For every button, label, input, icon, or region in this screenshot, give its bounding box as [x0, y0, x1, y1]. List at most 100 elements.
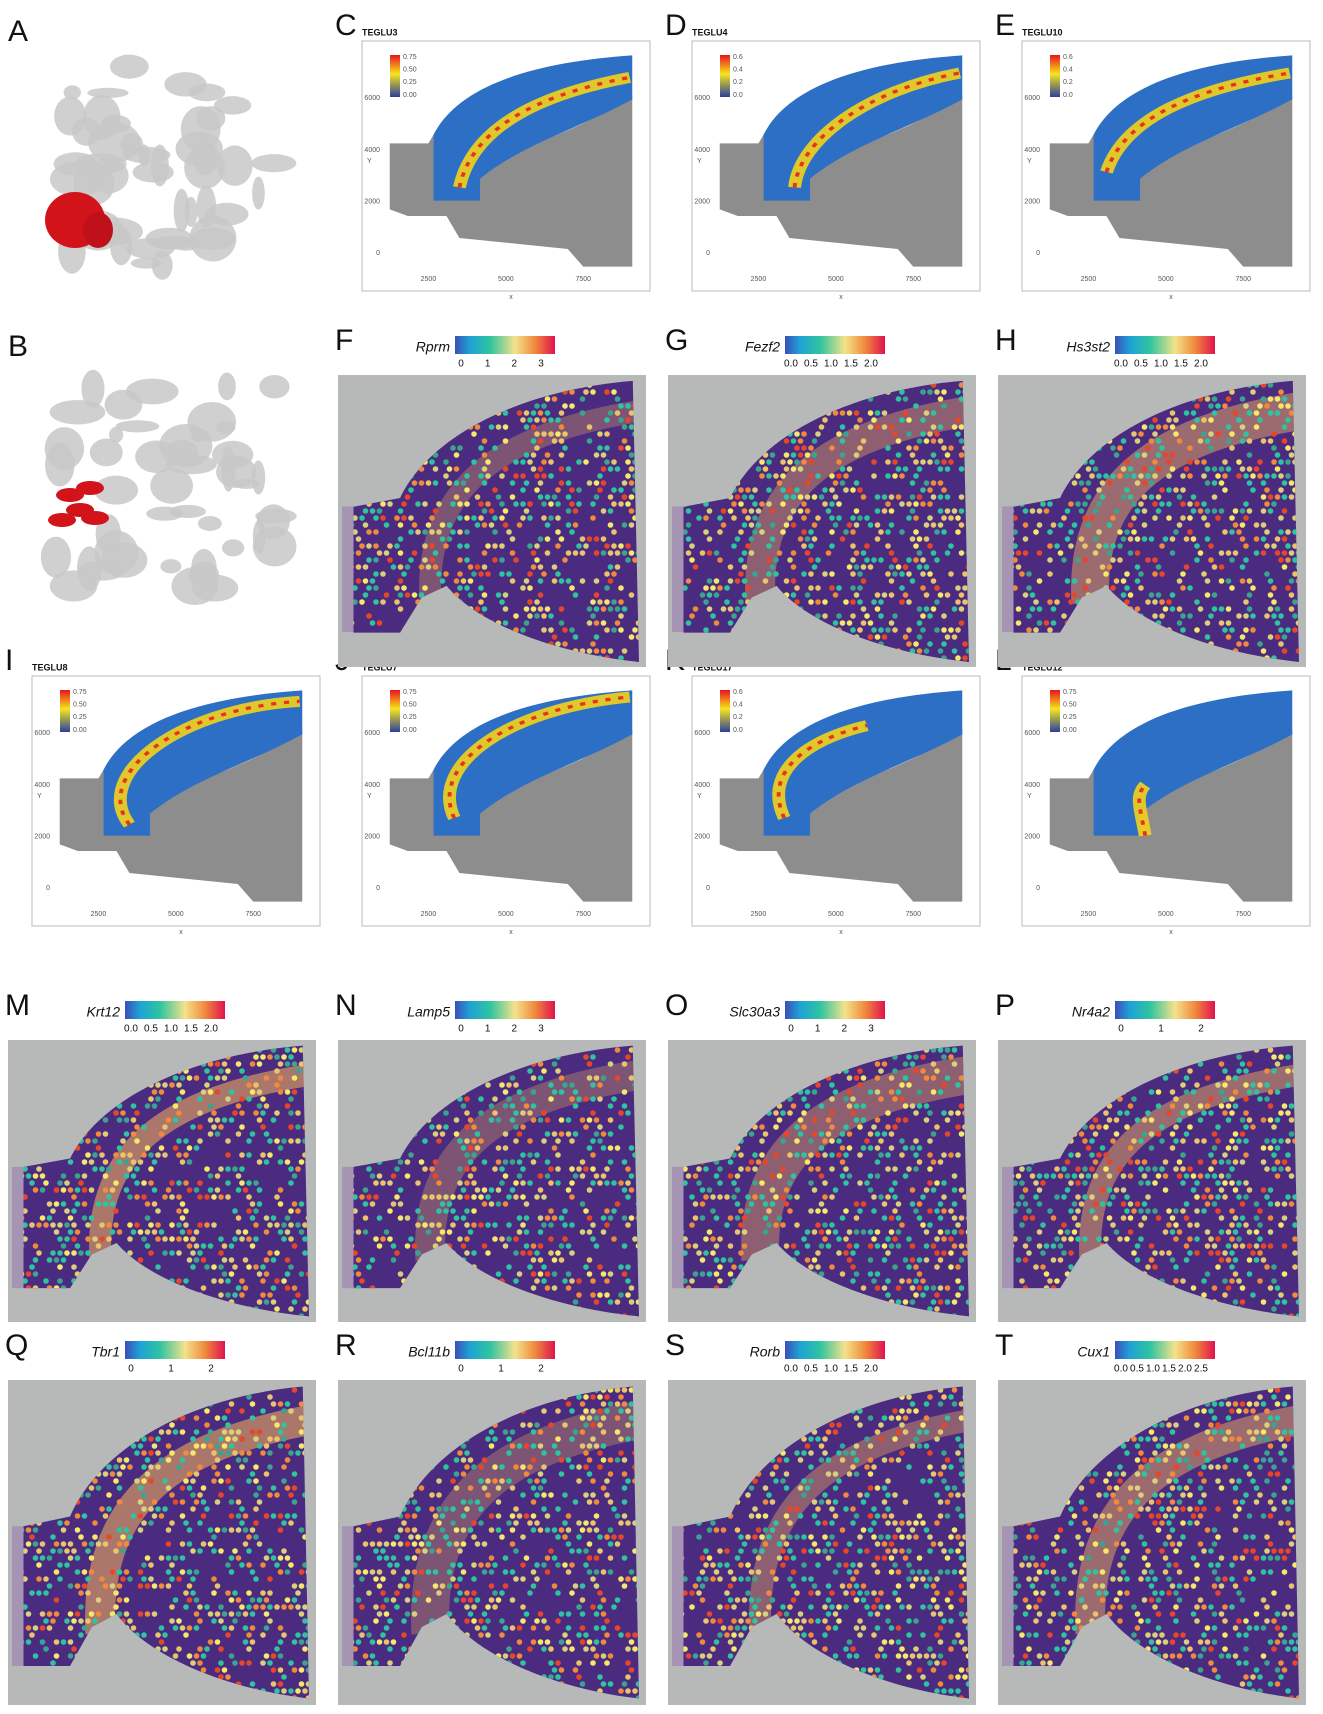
- spot: [1219, 620, 1225, 626]
- spot: [773, 1194, 779, 1200]
- spot: [1219, 606, 1225, 612]
- spot: [1128, 466, 1134, 472]
- spot: [573, 550, 579, 556]
- spot: [541, 1264, 547, 1270]
- spot: [541, 403, 547, 409]
- spot: [433, 466, 439, 472]
- spot: [952, 1215, 958, 1221]
- spot: [910, 1257, 916, 1263]
- spot: [594, 550, 600, 556]
- x-tick-label: 5000: [1158, 911, 1174, 918]
- spot: [1208, 613, 1214, 619]
- umap-cluster: [64, 85, 81, 99]
- spot: [152, 1187, 158, 1193]
- spot: [1121, 494, 1127, 500]
- colorbar-tick-label: 0.25: [403, 79, 417, 86]
- spot: [798, 1117, 804, 1123]
- spot: [197, 1124, 203, 1130]
- spot: [271, 1117, 277, 1123]
- spot: [57, 1180, 63, 1186]
- spot: [183, 1208, 189, 1214]
- spot: [1236, 417, 1242, 423]
- spot: [1135, 606, 1141, 612]
- spot: [934, 1068, 940, 1074]
- spot: [373, 571, 379, 577]
- spot: [1285, 473, 1291, 479]
- spot: [745, 585, 751, 591]
- spot: [622, 1061, 628, 1067]
- umap-cluster: [174, 189, 190, 233]
- spot: [1166, 599, 1172, 605]
- spot: [559, 536, 565, 542]
- spot: [1079, 480, 1085, 486]
- spot: [917, 1159, 923, 1165]
- spot: [587, 1187, 593, 1193]
- spot: [260, 1124, 266, 1130]
- spot: [1205, 508, 1211, 514]
- spot: [443, 473, 449, 479]
- spot: [211, 1124, 217, 1130]
- spot: [1044, 508, 1050, 514]
- spot: [1247, 578, 1253, 584]
- spot: [1096, 501, 1102, 507]
- spot: [854, 1271, 860, 1277]
- spot: [920, 1292, 926, 1298]
- spot: [391, 564, 397, 570]
- spot: [868, 410, 874, 416]
- spot: [43, 1278, 49, 1284]
- spot: [875, 1271, 881, 1277]
- spot: [822, 613, 828, 619]
- spot: [1264, 501, 1270, 507]
- spot: [127, 1194, 133, 1200]
- spot: [696, 1180, 702, 1186]
- spot: [503, 508, 509, 514]
- spot: [1184, 410, 1190, 416]
- spot: [1261, 396, 1267, 402]
- gene-name: Fezf2: [745, 339, 780, 355]
- spot: [187, 1229, 193, 1235]
- spot: [250, 1215, 256, 1221]
- spot: [625, 445, 631, 451]
- spot: [292, 1285, 298, 1291]
- spot: [615, 466, 621, 472]
- spot: [253, 1110, 259, 1116]
- spot: [794, 445, 800, 451]
- spot: [889, 1145, 895, 1151]
- spot: [197, 1096, 203, 1102]
- spot: [443, 459, 449, 465]
- spot: [555, 1152, 561, 1158]
- spot: [597, 599, 603, 605]
- spot: [917, 494, 923, 500]
- spot: [1173, 431, 1179, 437]
- spot: [384, 1229, 390, 1235]
- spot: [625, 403, 631, 409]
- panel-title: TEGLU3: [362, 27, 398, 37]
- spot: [531, 438, 537, 444]
- spot: [559, 424, 565, 430]
- spot: [1250, 487, 1256, 493]
- spot: [861, 606, 867, 612]
- spot: [552, 1257, 558, 1263]
- spot: [548, 627, 554, 633]
- spot: [569, 501, 575, 507]
- spot: [801, 501, 807, 507]
- spot: [253, 1208, 259, 1214]
- panel-letter: O: [665, 989, 688, 1022]
- spot: [194, 1229, 200, 1235]
- spot: [246, 1194, 252, 1200]
- spot: [959, 1285, 965, 1291]
- spot: [1222, 487, 1228, 493]
- spot: [959, 1243, 965, 1249]
- spot: [604, 571, 610, 577]
- spot: [61, 1243, 67, 1249]
- spot: [931, 1243, 937, 1249]
- spot: [68, 1229, 74, 1235]
- spot: [222, 1243, 228, 1249]
- spot: [829, 1110, 835, 1116]
- spot: [478, 1110, 484, 1116]
- spot: [829, 1166, 835, 1172]
- spot: [959, 438, 965, 444]
- spot: [791, 438, 797, 444]
- spot: [882, 1257, 888, 1263]
- spot: [1082, 585, 1088, 591]
